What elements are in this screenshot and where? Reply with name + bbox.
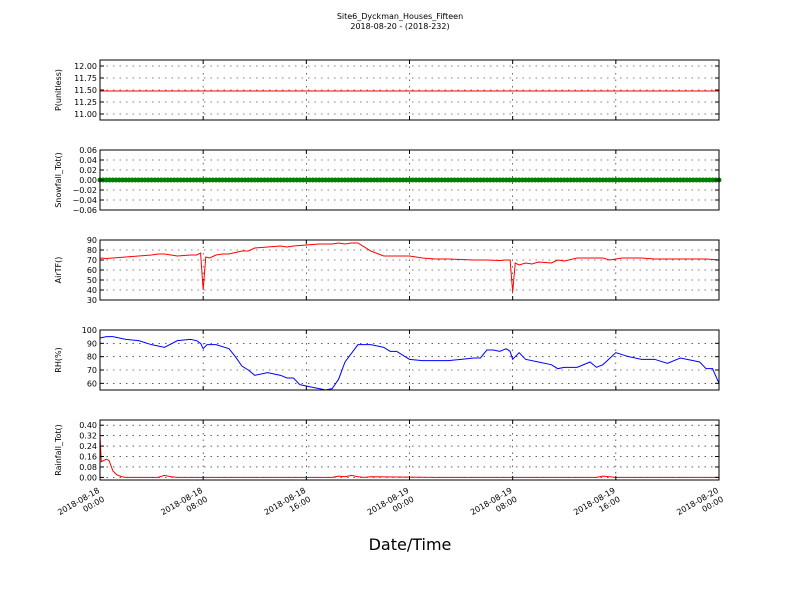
y-tick-label: 70: [87, 256, 97, 265]
x-tick-label: 2018-08-1808:00: [159, 486, 209, 526]
y-tick-label: 50: [87, 276, 97, 285]
axes-frame: [99, 239, 720, 301]
x-tick-label: 2018-08-2000:00: [675, 486, 725, 526]
y-tick-label: 11.75: [74, 74, 97, 83]
subplot-5: 0.000.080.16 0.240.32 0.40 Rainfall_Tot(): [54, 419, 720, 482]
x-tick-label: 2018-08-1916:00: [572, 486, 622, 526]
y-tick-label: −0.06: [72, 206, 97, 215]
subplot-2: −0.06−0.04−0.020.000.020.040.06 Snowfall_…: [54, 146, 722, 215]
y-tick-label: −0.04: [72, 196, 97, 205]
y-tick-label: 0.08: [79, 463, 97, 472]
axes-frame: [99, 59, 720, 121]
y-tick-label: 0.32: [79, 432, 97, 441]
y-tick-label: 80: [87, 353, 97, 362]
y-tick-label: 60: [87, 266, 97, 275]
y-tick-label: 30: [87, 296, 97, 305]
subplot-4: 60 70 80 90 100 RH(%): [54, 326, 720, 391]
x-tick-labels: 2018-08-1800:00 2018-08-1808:00 2018-08-18…: [56, 486, 725, 526]
y-tick-label: 0.06: [79, 146, 97, 155]
y-tick-label: 11.50: [74, 86, 97, 95]
axes-frame: [99, 329, 720, 391]
series-markers: [97, 177, 722, 183]
title-line2: 2018-08-20 - (2018-232): [350, 22, 449, 31]
y-axis-label: RH(%): [54, 347, 63, 372]
y-axis-label: Rainfall_Tot(): [54, 424, 63, 476]
subplot-1: 11.00 11.25 11.50 11.75 12.00 P(unitless): [54, 59, 720, 121]
y-tick-label: 80: [87, 246, 97, 255]
y-axis-label: AirTF(): [54, 257, 63, 284]
series-line: [99, 242, 720, 293]
y-tick-label: 0.04: [79, 156, 97, 165]
y-tick-label: 70: [87, 366, 97, 375]
x-tick-label: 2018-08-1816:00: [263, 486, 313, 526]
y-tick-label: 0.16: [79, 453, 97, 462]
title-line1: Site6_Dyckman_Houses_Fifteen: [337, 12, 463, 21]
y-tick-label: 0.40: [79, 421, 97, 430]
y-axis-label: Snowfall_Tot(): [54, 152, 63, 208]
y-tick-label: 100: [82, 326, 97, 335]
y-tick-label: 0.02: [79, 166, 97, 175]
axes-frame: [99, 419, 720, 481]
y-tick-label: 12.00: [74, 62, 97, 71]
x-tick-label: 2018-08-1908:00: [469, 486, 519, 526]
y-tick-label: 0.00: [79, 473, 97, 482]
subplots: 11.00 11.25 11.50 11.75 12.00 P(unitless) −0.0…: [54, 59, 722, 482]
series-line: [99, 336, 720, 391]
y-tick-label: 0.24: [79, 442, 97, 451]
y-axis-label: P(unitless): [54, 69, 63, 111]
series-line: [99, 435, 719, 478]
y-tick-label: 0.00: [79, 176, 97, 185]
x-tick-label: 2018-08-1800:00: [56, 486, 106, 526]
y-tick-label: 60: [87, 379, 97, 388]
y-tick-label: 40: [87, 286, 97, 295]
x-axis-label: Date/Time: [369, 535, 452, 554]
x-tick-label: 2018-08-1900:00: [366, 486, 416, 526]
y-tick-label: 90: [87, 236, 97, 245]
y-tick-label: 11.25: [74, 98, 97, 107]
y-tick-label: −0.02: [72, 186, 97, 195]
y-tick-label: 11.00: [74, 110, 97, 119]
y-tick-label: 90: [87, 339, 97, 348]
